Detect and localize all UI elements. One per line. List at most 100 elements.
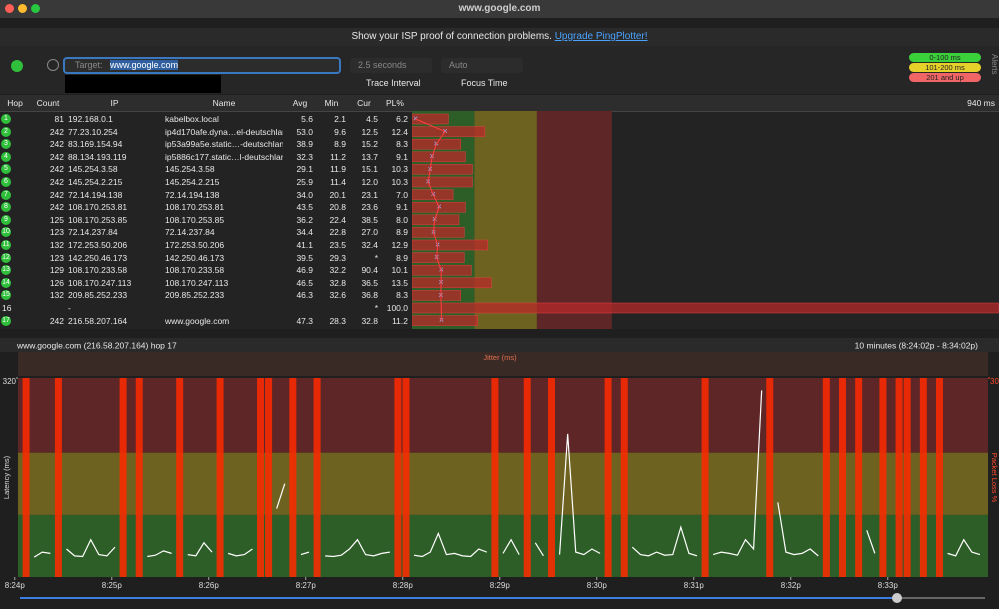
table-cell: 108.170.247.113: [165, 277, 229, 288]
table-cell: 36.8: [361, 290, 378, 301]
table-cell: 145.254.3.58: [165, 164, 215, 175]
packet-loss-bar: [491, 378, 499, 577]
hop-badge: 4: [1, 151, 11, 162]
jitter-strip: [18, 352, 988, 376]
interval-input[interactable]: 2.5 seconds: [350, 58, 432, 73]
table-cell: 77.23.10.254: [68, 126, 118, 137]
table-cell: 72.14.237.84: [68, 227, 118, 238]
title-bar: [0, 0, 999, 18]
packet-loss-bar: [919, 378, 927, 577]
packet-loss-bar: [903, 378, 911, 577]
start-button[interactable]: [11, 60, 23, 72]
table-cell: 72.14.194.138: [68, 189, 123, 200]
column-header: Name: [212, 98, 236, 108]
packet-loss-bar: [766, 378, 774, 577]
table-cell: 108.170.233.58: [68, 265, 128, 276]
table-cell: 108.170.253.85: [165, 214, 225, 225]
hop-badge: 8: [1, 202, 11, 213]
scale-max-label: 940 ms: [967, 98, 995, 108]
hop-badge: 7: [1, 189, 11, 200]
table-cell: 22.8: [329, 227, 346, 238]
upgrade-link[interactable]: Upgrade PingPlotter!: [554, 31, 648, 42]
table-cell: 27.0: [361, 227, 378, 238]
table-cell: 123: [49, 252, 64, 263]
packet-loss-bar: [289, 378, 297, 577]
hop-badge: 12: [1, 252, 11, 263]
alerts-tab[interactable]: Alerts: [990, 54, 999, 75]
redacted-area: [65, 75, 221, 93]
table-cell: 36.5: [361, 277, 378, 288]
packet-loss-bar: [895, 378, 903, 577]
table-cell: 36.2: [296, 214, 313, 225]
table-cell: 11.2: [330, 151, 346, 162]
packet-loss-bar: [257, 378, 264, 577]
table-cell: 53.0: [296, 126, 313, 137]
table-cell: 242: [49, 315, 64, 326]
packet-loss-bar: [936, 378, 943, 577]
focus-input[interactable]: Auto: [441, 58, 523, 73]
packet-loss-bar: [412, 113, 449, 125]
x-tick-label: 8:27p: [296, 581, 317, 590]
time-slider-knob[interactable]: [892, 593, 902, 603]
column-header: Count: [36, 98, 60, 108]
table-cell: 12.4: [391, 126, 408, 137]
banner: Show your ISP proof of connection proble…: [0, 28, 999, 46]
packet-loss-bar: [119, 378, 127, 577]
packet-loss-bar: [54, 378, 62, 577]
table-cell: 13.5: [391, 277, 408, 288]
latency-band: [536, 111, 612, 329]
table-cell: 145.254.3.58: [68, 164, 118, 175]
jitter-label: Jitter (ms): [483, 353, 517, 362]
table-cell: 172.253.50.206: [68, 240, 128, 250]
table-cell: 108.170.253.81: [68, 202, 128, 213]
table-cell: 12.5: [361, 126, 378, 137]
table-cell: 83.169.154.94: [68, 139, 123, 150]
chart-header-bar: [0, 338, 999, 352]
table-cell: 8.3: [396, 139, 408, 150]
x-tick-label: 8:24p: [5, 581, 26, 590]
table-cell: 242: [49, 202, 64, 213]
table-cell: 11.4: [330, 177, 346, 187]
packet-loss-bar: [412, 214, 460, 226]
table-cell: 25.9: [296, 177, 313, 187]
chart-title: www.google.com (216.58.207.164) hop 17: [16, 340, 177, 350]
table-cell: 32.8: [361, 315, 378, 326]
minimize-button[interactable]: [18, 4, 27, 13]
x-tick-label: 8:32p: [781, 581, 802, 590]
target-input[interactable]: Target: www.google.com: [63, 57, 341, 74]
column-header: Min: [324, 98, 339, 108]
close-button[interactable]: [5, 4, 14, 13]
table-cell: 242: [49, 126, 64, 137]
packet-loss-bar: [412, 315, 478, 326]
table-cell: 90.4: [361, 265, 378, 276]
table-cell: 108.170.253.85: [68, 214, 128, 225]
table-cell: kabelbox.local: [165, 114, 219, 124]
table-cell: 22.4: [329, 214, 346, 225]
table-cell: 108.170.233.58: [165, 265, 225, 276]
table-cell: 2.1: [334, 114, 346, 124]
packet-loss-bar: [604, 378, 612, 577]
y2-axis-label: Packet Loss %: [990, 453, 999, 503]
table-cell: 72.14.237.84: [165, 227, 215, 238]
column-header: PL%: [386, 98, 404, 108]
table-cell: 242: [49, 164, 64, 175]
table-cell: *: [374, 303, 378, 313]
x-tick-label: 8:29p: [490, 581, 511, 590]
hop-badge: 17: [1, 315, 11, 326]
table-cell: 5.6: [301, 114, 313, 124]
packet-loss-bar: [22, 378, 30, 577]
x-tick-label: 8:31p: [684, 581, 705, 590]
column-header: Cur: [357, 98, 371, 108]
table-cell: 108.170.253.81: [165, 202, 225, 213]
check-button[interactable]: [47, 59, 59, 71]
packet-loss-bar: [402, 378, 410, 577]
x-tick-label: 8:28p: [393, 581, 414, 590]
zoom-button[interactable]: [31, 4, 40, 13]
packet-loss-bar: [412, 164, 473, 175]
table-cell: 7.0: [396, 189, 408, 200]
legend-item: 101-200 ms: [909, 63, 981, 72]
table-cell: 46.9: [296, 265, 313, 276]
interval-label: Trace Interval: [366, 78, 421, 88]
chart-range: 10 minutes (8:24:02p - 8:34:02p): [855, 340, 978, 350]
table-cell: 126: [49, 277, 64, 288]
